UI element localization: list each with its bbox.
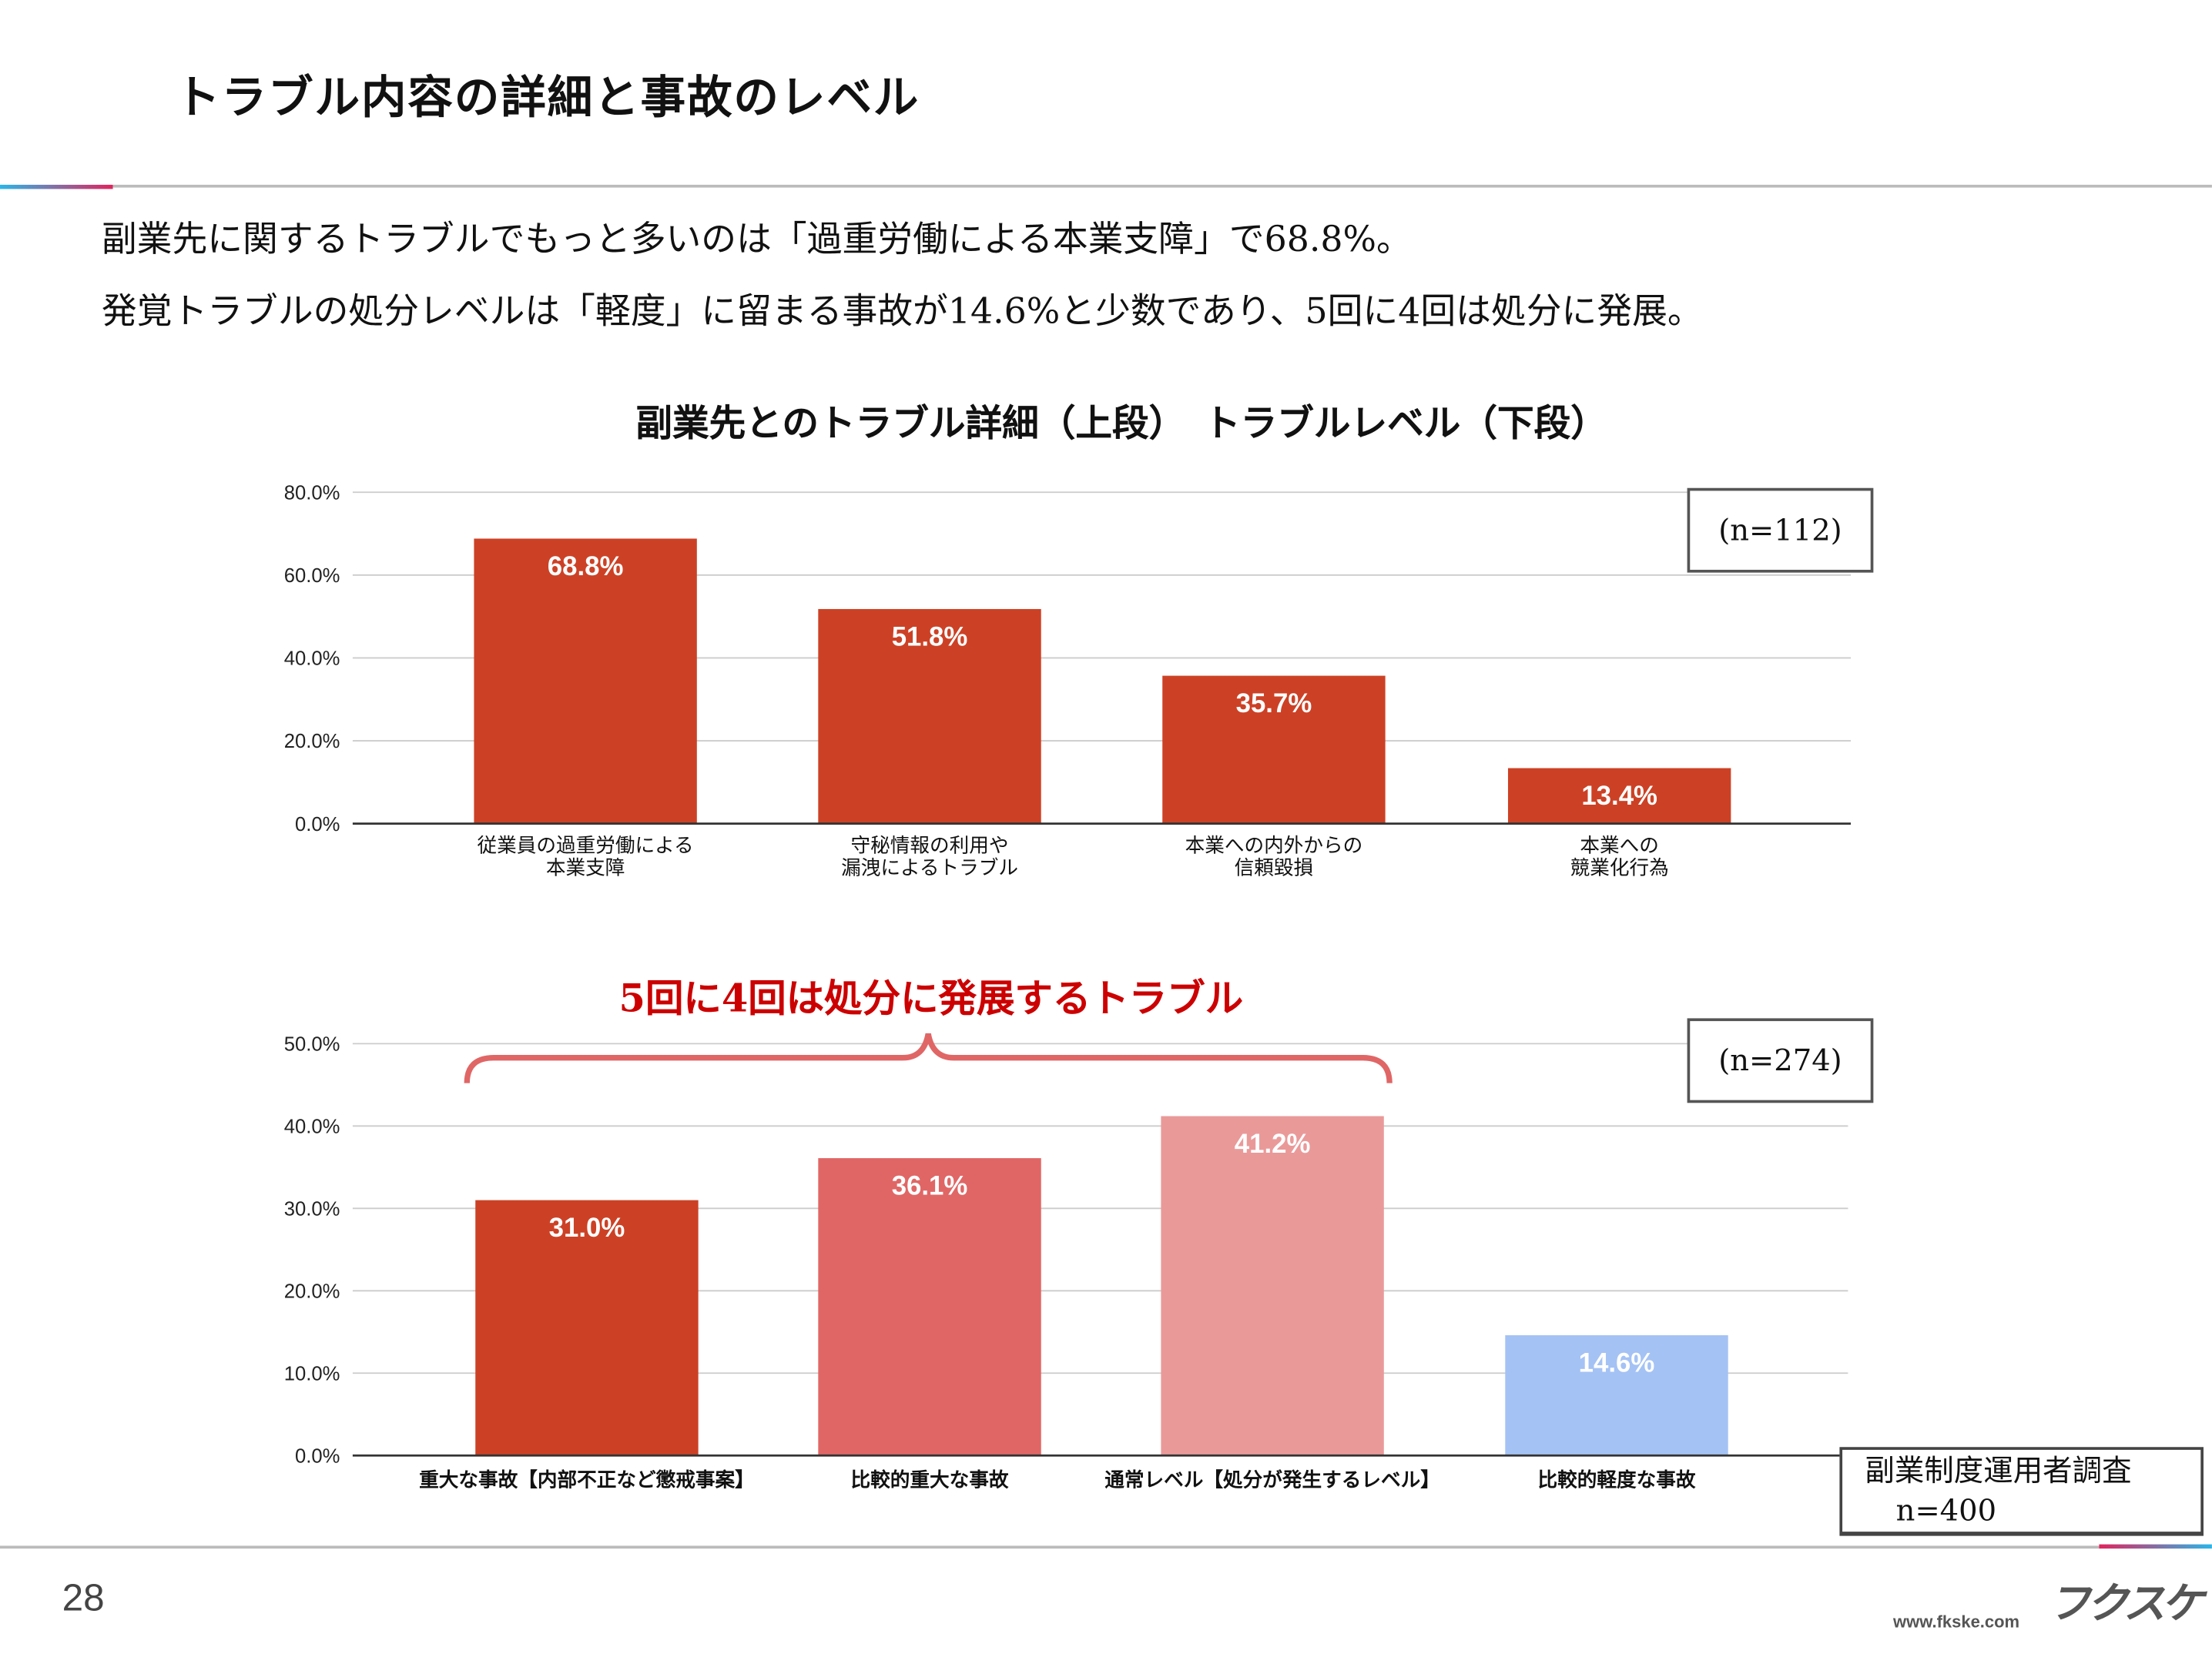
y-tick-label: 80.0%	[284, 482, 340, 504]
lead-line-2: 発覚トラブルの処分レベルは「軽度」に留まる事故が14.6%と少数であり、5回に4…	[101, 290, 1703, 332]
source-line-2: n=400	[1895, 1493, 1997, 1528]
x-tick-label: 比較的軽度な事故	[1538, 1468, 1696, 1492]
y-tick-label: 40.0%	[284, 648, 340, 670]
bar	[1505, 1335, 1728, 1456]
n-label-top: (n=112)	[1687, 487, 1874, 573]
y-tick-label: 0.0%	[295, 814, 340, 835]
y-tick-label: 40.0%	[284, 1117, 340, 1138]
source-box: 副業制度運用者調査 n=400	[1839, 1447, 2204, 1536]
data-label: 14.6%	[1579, 1348, 1655, 1378]
y-tick-label: 20.0%	[284, 731, 340, 752]
bar	[1161, 1116, 1384, 1456]
bar	[1162, 675, 1386, 824]
x-tick-label: 重大な事故【内部不正など懲戒事案】	[419, 1468, 755, 1492]
data-label: 35.7%	[1236, 688, 1312, 718]
x-tick-label: 漏洩によるトラブル	[841, 857, 1018, 879]
x-tick-label: 通常レベル【処分が発生するレベル】	[1104, 1468, 1440, 1492]
bar	[818, 608, 1041, 824]
bar	[475, 1200, 699, 1456]
footer-url: www.fkske.com	[1893, 1612, 2020, 1632]
x-tick-label: 信頼毀損	[1235, 857, 1314, 879]
x-tick-label: 従業員の過重労働による	[478, 834, 694, 856]
lead-line-1: 副業先に関するトラブルでもっと多いのは「過重労働による本業支障」で68.8%。	[101, 218, 1412, 260]
data-label: 41.2%	[1235, 1129, 1311, 1159]
bar	[1507, 768, 1731, 824]
n-label-bottom: (n=274)	[1687, 1018, 1874, 1103]
footer-divider	[0, 1544, 2212, 1549]
brand-logo: フクスケ	[2048, 1579, 2204, 1629]
data-label: 31.0%	[549, 1213, 625, 1243]
x-tick-label: 競業化行為	[1570, 857, 1669, 879]
x-tick-label: 本業支障	[546, 857, 625, 879]
y-tick-label: 50.0%	[284, 1034, 340, 1056]
bar	[818, 1158, 1041, 1456]
data-label: 68.8%	[548, 551, 624, 581]
y-tick-label: 0.0%	[295, 1445, 340, 1467]
y-tick-label: 20.0%	[284, 1281, 340, 1302]
x-tick-label: 本業への内外からの	[1185, 834, 1363, 856]
y-tick-label: 30.0%	[284, 1198, 340, 1220]
page-number: 28	[62, 1576, 105, 1619]
y-tick-label: 10.0%	[284, 1363, 340, 1384]
data-label: 51.8%	[892, 622, 968, 652]
page-title: トラブル内容の詳細と事故のレベル	[175, 70, 920, 125]
chart-heading: 副業先とのトラブル詳細（上段） トラブルレベル（下段）	[635, 403, 1607, 446]
callout-text: 5回に4回は処分に発展するトラブル	[618, 977, 1244, 1022]
bar	[474, 538, 697, 824]
header-divider	[0, 184, 2212, 189]
data-label: 13.4%	[1581, 781, 1657, 811]
x-tick-label: 比較的重大な事故	[851, 1468, 1009, 1492]
x-tick-label: 守秘情報の利用や	[851, 834, 1009, 856]
y-tick-label: 60.0%	[284, 565, 340, 587]
data-label: 36.1%	[892, 1171, 968, 1201]
x-tick-label: 本業への	[1580, 834, 1659, 856]
source-line-1: 副業制度運用者調査	[1865, 1454, 2132, 1488]
